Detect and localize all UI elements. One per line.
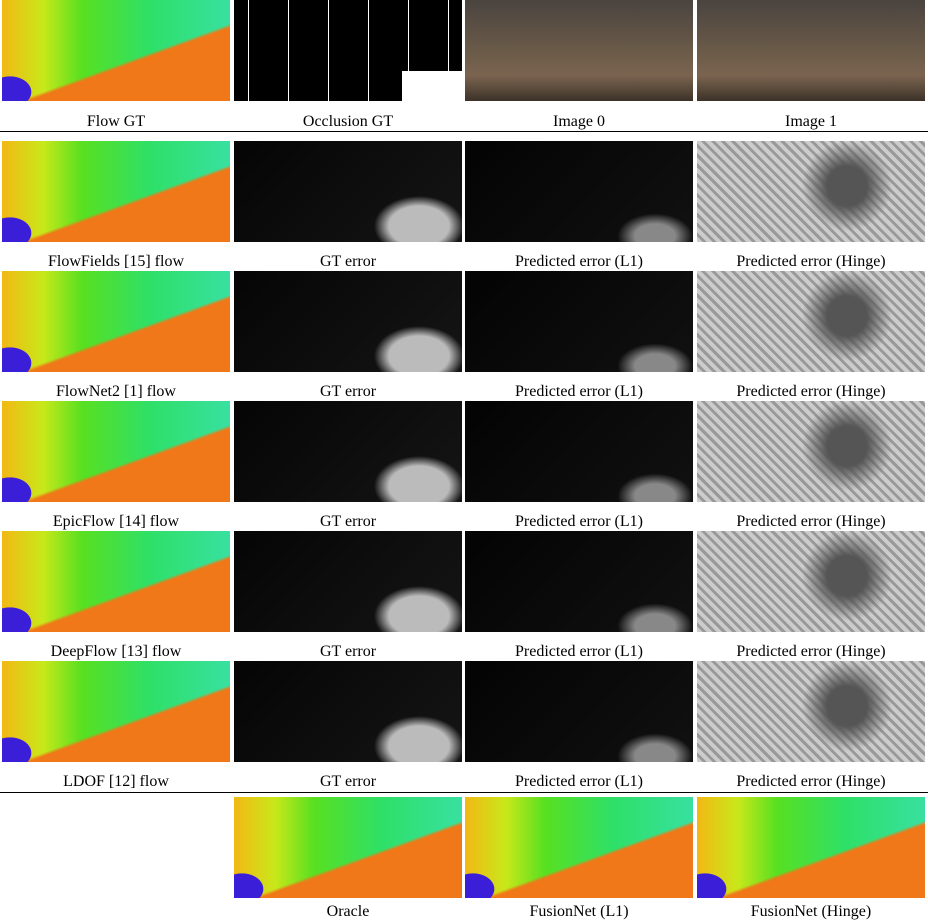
figure-image (697, 141, 925, 242)
figure-image (697, 797, 925, 898)
caption: Flow GT (2, 113, 230, 131)
figure-image (2, 531, 230, 632)
caption: Predicted error (L1) (465, 383, 693, 401)
caption: FlowNet2 [1] flow (2, 383, 230, 401)
caption: Predicted error (Hinge) (697, 643, 925, 661)
figure-image (465, 0, 693, 101)
caption: GT error (234, 253, 462, 271)
figure-image (234, 661, 462, 762)
figure-image (234, 531, 462, 632)
caption: EpicFlow [14] flow (2, 513, 230, 531)
caption: Predicted error (Hinge) (697, 513, 925, 531)
figure-image (234, 141, 462, 242)
figure-image (234, 271, 462, 372)
figure-image (2, 0, 230, 101)
caption: Image 0 (465, 113, 693, 131)
figure-image (697, 401, 925, 502)
figure-image (697, 531, 925, 632)
figure-image (697, 661, 925, 762)
figure-image (465, 797, 693, 898)
figure-image (465, 141, 693, 242)
caption: GT error (234, 643, 462, 661)
figure-image (2, 271, 230, 372)
figure-image (465, 271, 693, 372)
caption: Predicted error (L1) (465, 773, 693, 791)
caption: Oracle (234, 903, 462, 921)
figure-image (2, 141, 230, 242)
figure-image (2, 661, 230, 762)
figure-image (234, 401, 462, 502)
caption: Occlusion GT (234, 113, 462, 131)
caption: Predicted error (L1) (465, 513, 693, 531)
caption: DeepFlow [13] flow (2, 643, 230, 661)
caption: Image 1 (697, 113, 925, 131)
figure-image (697, 271, 925, 372)
caption: Predicted error (Hinge) (697, 773, 925, 791)
caption: FusionNet (L1) (465, 903, 693, 921)
figure-image (234, 797, 462, 898)
figure-image (465, 401, 693, 502)
rule (0, 792, 928, 793)
caption: Predicted error (L1) (465, 253, 693, 271)
caption: Predicted error (Hinge) (697, 253, 925, 271)
caption: GT error (234, 513, 462, 531)
caption: Predicted error (Hinge) (697, 383, 925, 401)
caption: Predicted error (L1) (465, 643, 693, 661)
caption: FlowFields [15] flow (2, 253, 230, 271)
figure-image (465, 531, 693, 632)
caption: GT error (234, 383, 462, 401)
figure: Flow GTOcclusion GTImage 0Image 1 FlowFie… (0, 0, 928, 922)
figure-image (465, 661, 693, 762)
figure-image (2, 401, 230, 502)
caption: FusionNet (Hinge) (697, 903, 925, 921)
caption: GT error (234, 773, 462, 791)
figure-image (234, 0, 462, 101)
rule (0, 131, 928, 132)
figure-image (697, 0, 925, 101)
caption: LDOF [12] flow (2, 773, 230, 791)
